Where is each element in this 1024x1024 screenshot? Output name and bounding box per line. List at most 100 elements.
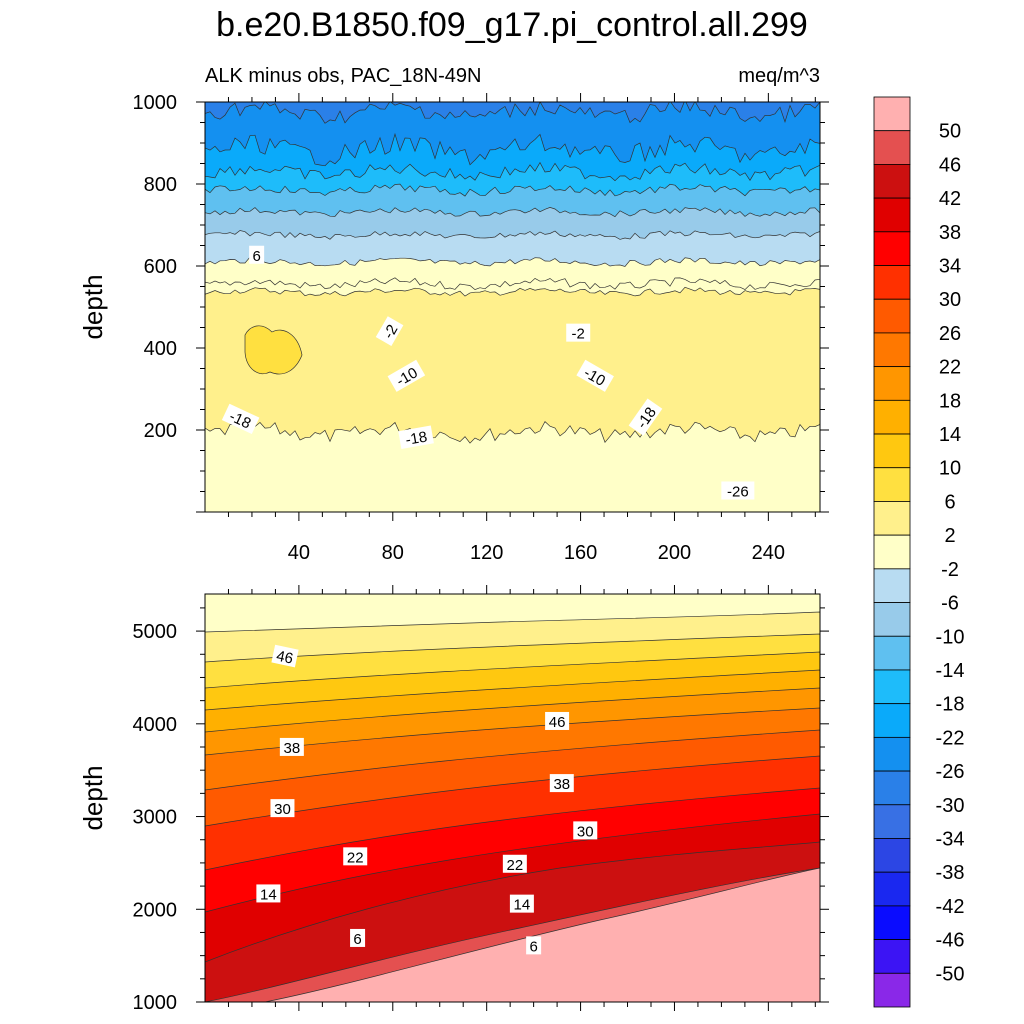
y-tick-label: 800 — [144, 174, 177, 196]
contour-label-bg — [249, 245, 265, 264]
colorbar-swatch — [873, 871, 911, 907]
contour-label-bg — [279, 737, 304, 756]
x-tick-label: 200 — [658, 542, 691, 564]
contour-label-text: 14 — [260, 886, 277, 903]
colorbar-label: 6 — [944, 491, 955, 513]
contour-label-bg — [350, 928, 366, 947]
contour-label-text: 14 — [514, 897, 531, 914]
x-tick-label: 120 — [470, 542, 503, 564]
colorbar-swatch — [873, 703, 911, 738]
contour-label-text: 46 — [275, 647, 295, 667]
contour-label: 6 — [249, 245, 265, 265]
x-tick-label: 40 — [288, 542, 310, 564]
contour-label-bg — [375, 316, 404, 346]
colorbar-label: -50 — [936, 963, 965, 985]
colorbar-swatch — [873, 399, 911, 435]
figure-title: b.e20.B1850.f09_g17.pi_control.all.299 — [216, 6, 808, 44]
x-tick-label: 240 — [752, 542, 785, 564]
colorbar-label: -26 — [936, 761, 965, 783]
colorbar-swatch — [873, 534, 911, 570]
contour-label-text: -2 — [572, 326, 585, 343]
contour-label: 6 — [526, 936, 542, 955]
colorbar-label: -18 — [936, 694, 965, 716]
contour-label-text: 6 — [252, 248, 260, 265]
contour-label-text: 6 — [529, 938, 537, 955]
contour-label: -26 — [721, 481, 755, 501]
contour-label-bg — [628, 398, 663, 436]
colorbar-swatch — [873, 838, 911, 873]
colorbar: 50 46 42 38 34 30 26 22 18 14 10 6 2 -2 -6 -10 -14 -18 -22… — [873, 96, 965, 1008]
y-tick-label: 5000 — [133, 621, 178, 643]
y-tick-label: 2000 — [133, 899, 178, 921]
contour-label: 22 — [343, 847, 368, 866]
colorbar-swatch — [873, 332, 911, 368]
colorbar-swatch — [873, 501, 911, 536]
contour-label-text: 38 — [284, 740, 301, 757]
y-tick-label: 1000 — [133, 92, 178, 114]
bottom-plot-frame — [204, 593, 821, 1003]
colorbar-label: -38 — [936, 862, 965, 884]
colorbar-swatch — [873, 804, 911, 839]
colorbar-label: 18 — [939, 390, 961, 412]
top-band-neg30-to-neg26 — [205, 102, 820, 124]
colorbar-label: -46 — [936, 930, 965, 952]
colorbar-label: -10 — [936, 626, 965, 648]
top-panel: ALK minus obs, PAC_18N-49N meq/m^3 40 80 1… — [78, 65, 829, 564]
colorbar-swatch — [873, 366, 911, 401]
contour-label: 38 — [549, 774, 574, 793]
colorbar-label: 50 — [939, 121, 961, 143]
y-tick-label: 200 — [144, 420, 177, 442]
colorbar-label: -22 — [936, 727, 965, 749]
contour-label-bg — [343, 847, 368, 866]
colorbar-label: -30 — [936, 795, 965, 817]
colorbar-swatch — [873, 736, 911, 772]
colorbar-swatch — [873, 265, 911, 300]
contour-label: 46 — [271, 644, 299, 668]
contour-label: 22 — [502, 854, 527, 874]
colorbar-swatch — [873, 433, 911, 469]
colorbar-swatch — [873, 770, 911, 806]
contour-label-text: -26 — [727, 484, 749, 501]
contour-label-bg — [721, 481, 755, 500]
colorbar-swatch — [873, 939, 911, 974]
colorbar-swatch — [873, 602, 911, 637]
contour-label-text: -18 — [404, 428, 428, 449]
colorbar-swatch — [873, 298, 911, 334]
top-contour-field — [205, 102, 820, 512]
contour-label-bg — [526, 936, 542, 955]
contour-label: 38 — [279, 737, 304, 757]
top-units-label: meq/m^3 — [738, 65, 820, 87]
contour-label-text: 38 — [553, 776, 570, 793]
top-band-2-to-6 — [205, 286, 820, 444]
top-y-axis-title: depth — [78, 274, 108, 339]
contour-label-bg — [545, 711, 570, 730]
colorbar-label: 14 — [939, 424, 961, 446]
contour-label-bg — [221, 403, 260, 434]
contour-label-text: 46 — [549, 714, 566, 731]
contour-label: -18 — [398, 425, 434, 449]
y-tick-label: 1000 — [133, 992, 178, 1014]
colorbar-label: 34 — [939, 256, 961, 278]
top-band-neg26-to-neg22 — [205, 102, 820, 167]
contour-label-text: 30 — [577, 823, 594, 840]
colorbar-label: 30 — [939, 289, 961, 311]
colorbar-swatch — [873, 568, 911, 603]
contour-label: 14 — [509, 894, 534, 914]
colorbar-label: -2 — [941, 559, 959, 581]
contour-label-text: 6 — [353, 931, 361, 948]
contour-label-bg — [387, 359, 426, 392]
colorbar-label: 38 — [939, 222, 961, 244]
colorbar-label: 42 — [939, 188, 961, 210]
contour-label-bg — [256, 884, 281, 903]
contour-label-bg — [549, 774, 574, 793]
top-band-6-to-10-patch — [244, 325, 303, 375]
contour-label: 30 — [270, 799, 295, 818]
bottom-panel: 1000 2000 3000 4000 5000 6 6 14 14 22 22 30 30 38 38 4… — [78, 585, 829, 1014]
colorbar-label: -34 — [936, 828, 965, 850]
bottom-axes: 1000 2000 3000 4000 5000 — [133, 585, 829, 1014]
colorbar-swatch — [873, 905, 911, 940]
contour-label-bg — [509, 894, 534, 913]
contour-label-bg — [576, 359, 614, 392]
y-tick-label: 3000 — [133, 807, 178, 829]
top-left-label: ALK minus obs, PAC_18N-49N — [205, 65, 481, 87]
